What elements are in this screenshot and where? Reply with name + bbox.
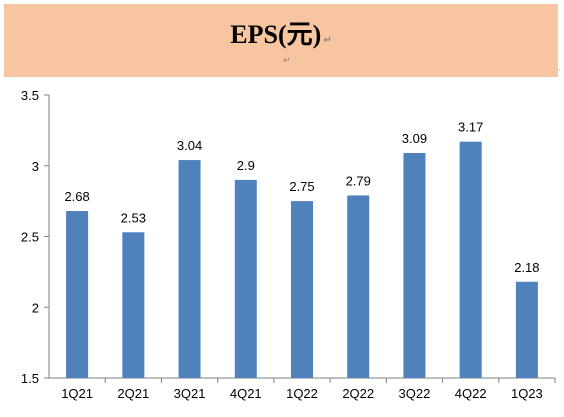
paragraph-mark-icon: ↵ — [323, 35, 332, 46]
x-tick-label: 1Q23 — [511, 386, 543, 401]
y-tick-label: 1.5 — [21, 371, 39, 386]
bar — [459, 141, 482, 378]
edge-mark: · — [558, 66, 561, 76]
bar-value-label: 3.17 — [458, 120, 483, 135]
x-tick-label: 1Q22 — [286, 386, 318, 401]
title-banner: EPS(元) ↵ ↵ — [4, 4, 558, 77]
bar — [66, 211, 89, 378]
bar — [122, 232, 145, 378]
x-tick-label: 1Q21 — [61, 386, 93, 401]
bar-value-label: 3.09 — [402, 131, 427, 146]
x-tick-label: 4Q22 — [455, 386, 487, 401]
bar — [515, 281, 538, 378]
y-tick-label: 3.5 — [21, 88, 39, 103]
bar — [291, 201, 313, 378]
bar — [403, 153, 426, 378]
bar-value-label: 2.18 — [514, 260, 539, 275]
chart-title: EPS(元) ↵ — [4, 14, 558, 51]
bar — [234, 179, 257, 378]
chart-title-text: EPS(元) — [230, 20, 322, 49]
x-tick-label: 3Q22 — [399, 386, 431, 401]
x-tick-label: 4Q21 — [230, 386, 262, 401]
y-tick-label: 3 — [32, 159, 39, 174]
bar — [347, 195, 370, 378]
bar-value-label: 3.04 — [177, 138, 202, 153]
bar-value-label: 2.53 — [121, 210, 146, 225]
bar-value-label: 2.9 — [237, 158, 255, 173]
x-tick-label: 3Q21 — [174, 386, 206, 401]
bar-value-label: 2.79 — [346, 173, 371, 188]
paragraph-mark-icon: ↵ — [283, 56, 291, 66]
x-tick-label: 2Q21 — [117, 386, 149, 401]
bar-value-label: 2.75 — [289, 179, 314, 194]
y-tick-label: 2 — [32, 300, 39, 315]
x-tick-label: 2Q22 — [342, 386, 374, 401]
bar-value-label: 2.68 — [64, 189, 89, 204]
bar — [178, 160, 201, 378]
y-tick-label: 2.5 — [21, 230, 39, 245]
